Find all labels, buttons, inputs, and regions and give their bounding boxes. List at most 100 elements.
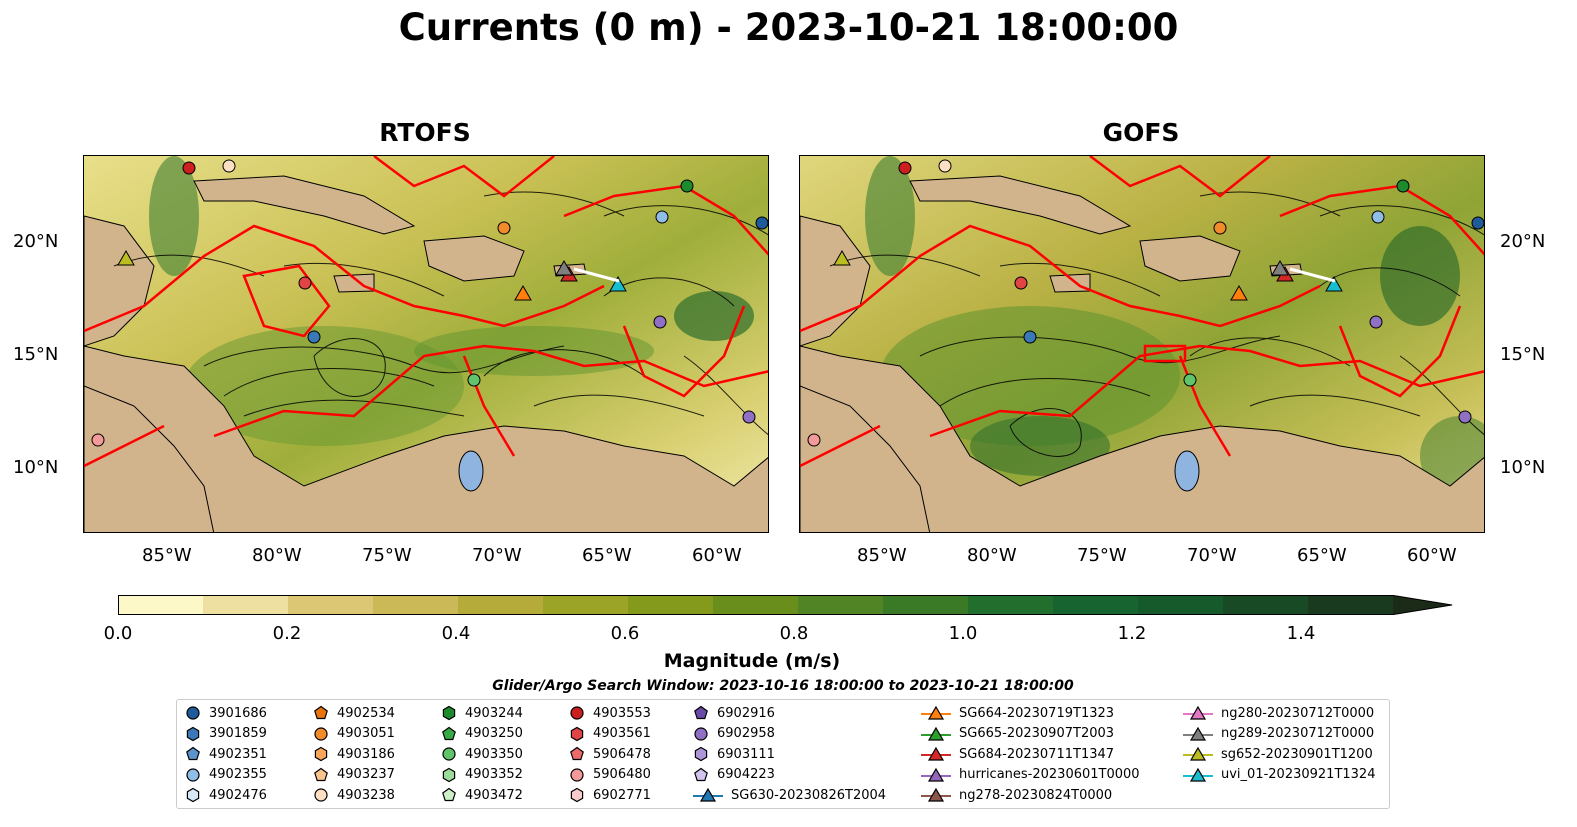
map-rtofs-canvas — [84, 156, 768, 532]
legend-item: 4903350 — [441, 746, 523, 762]
colorbar-tick: 0.2 — [272, 623, 302, 644]
colorbar-tick: 1.4 — [1286, 623, 1316, 644]
legend-item: 4903237 — [313, 767, 395, 783]
legend-label: 6902958 — [717, 726, 775, 741]
legend-item: 4903553 — [569, 705, 651, 721]
pentagon-marker-icon — [314, 767, 328, 781]
legend-item: 4903352 — [441, 767, 523, 783]
pentagon-marker-icon — [314, 705, 328, 720]
legend-item: 4902476 — [185, 787, 267, 803]
legend-label: 4903350 — [465, 746, 523, 762]
lon-label-rtofs: 60°W — [692, 545, 742, 566]
lon-label-rtofs: 85°W — [142, 545, 192, 566]
colorbar-tick: 1.2 — [1117, 623, 1147, 644]
legend-label: 4903352 — [465, 767, 523, 782]
legend-label: 4903561 — [593, 726, 651, 741]
circle-marker-icon — [442, 747, 456, 761]
lon-label-rtofs: 70°W — [472, 545, 522, 566]
legend-label: 4902476 — [209, 787, 267, 803]
lon-label-gofs: 65°W — [1297, 545, 1347, 566]
lon-label-gofs: 75°W — [1077, 545, 1127, 566]
hexagon-marker-icon — [186, 787, 200, 803]
map-panel-gofs[interactable] — [799, 155, 1485, 533]
legend-label: 4902534 — [337, 705, 395, 721]
triangle-marker-icon — [921, 705, 951, 720]
triangle-marker-icon — [921, 767, 951, 782]
map-panel-rtofs[interactable] — [83, 155, 769, 533]
legend-label: 6902771 — [593, 787, 651, 803]
legend-item: 3901859 — [185, 726, 267, 742]
legend-label: SG664-20230719T1323 — [959, 705, 1115, 721]
legend-label: sg652-20230901T1200 — [1221, 746, 1373, 762]
triangle-marker-icon — [693, 787, 723, 802]
map-gofs-canvas — [800, 156, 1484, 532]
circle-marker-icon — [570, 706, 584, 720]
circle-marker-icon — [186, 767, 200, 782]
legend-label: ng278-20230824T0000 — [959, 787, 1113, 803]
legend-item: 6902771 — [569, 787, 651, 803]
legend-item: ng289-20230712T0000 — [1183, 726, 1374, 742]
legend-label: 4903237 — [337, 767, 395, 782]
lon-label-rtofs: 80°W — [252, 545, 302, 566]
legend-label: 5906480 — [593, 767, 651, 782]
legend-item: 6904223 — [693, 767, 775, 783]
triangle-marker-icon — [921, 726, 951, 741]
legend-label: uvi_01-20230921T1324 — [1221, 767, 1376, 782]
legend-item: 4903250 — [441, 726, 523, 742]
triangle-marker-icon — [1183, 746, 1213, 761]
legend-item: SG684-20230711T1347 — [921, 746, 1114, 762]
triangle-marker-icon — [1183, 705, 1213, 720]
lon-label-gofs: 85°W — [857, 545, 907, 566]
hexagon-marker-icon — [314, 746, 328, 762]
colorbar-label: Magnitude (m/s) — [663, 650, 841, 672]
legend-label: 4903472 — [465, 787, 523, 803]
legend-item: 4903244 — [441, 705, 523, 721]
pentagon-marker-icon — [442, 726, 456, 740]
legend-item: uvi_01-20230921T1324 — [1183, 767, 1375, 783]
hexagon-marker-icon — [442, 705, 456, 721]
lat-label-10n-left: 10°N — [13, 457, 59, 478]
legend-item: 4902351 — [185, 746, 267, 762]
legend-label: 4903250 — [465, 726, 523, 741]
circle-marker-icon — [570, 767, 584, 782]
legend-label: 4903051 — [337, 726, 395, 741]
legend-label: 4903244 — [465, 705, 523, 721]
lon-label-gofs: 60°W — [1407, 545, 1457, 566]
legend-item: ng278-20230824T0000 — [921, 787, 1112, 803]
legend-label: ng280-20230712T0000 — [1221, 705, 1375, 721]
hexagon-marker-icon — [186, 726, 200, 741]
colorbar-tick: 1.0 — [948, 623, 978, 644]
circle-marker-icon — [314, 788, 328, 802]
pentagon-marker-icon — [570, 746, 584, 761]
legend-item: SG630-20230826T2004 — [693, 787, 886, 803]
legend-label: 4903238 — [337, 787, 395, 803]
lat-label-15n-left: 15°N — [13, 344, 59, 365]
legend-item: 5906480 — [569, 767, 651, 783]
hexagon-marker-icon — [570, 726, 584, 741]
legend-item: 4903561 — [569, 726, 651, 742]
figure-title: Currents (0 m) - 2023-10-21 18:00:00 — [398, 6, 1179, 49]
pentagon-marker-icon — [186, 746, 200, 761]
legend-item: ng280-20230712T0000 — [1183, 705, 1374, 721]
legend-item: sg652-20230901T1200 — [1183, 746, 1373, 762]
legend-label: ng289-20230712T0000 — [1221, 726, 1375, 741]
legend-title: Glider/Argo Search Window: 2023-10-16 18… — [492, 678, 1074, 694]
legend-item: SG665-20230907T2003 — [921, 726, 1114, 742]
legend-label: 3901859 — [209, 726, 267, 741]
legend-item: 3901686 — [185, 705, 267, 721]
legend-label: SG684-20230711T1347 — [959, 746, 1115, 762]
lat-label-20n-right: 20°N — [1500, 231, 1546, 252]
panel-title-rtofs: RTOFS — [379, 118, 471, 147]
circle-marker-icon — [314, 726, 328, 741]
colorbar — [118, 595, 1453, 615]
legend-item: 5906478 — [569, 746, 651, 762]
legend: 3901686 3901859 4902351 4902355 4902476 49025… — [176, 699, 1390, 809]
pentagon-marker-icon — [694, 705, 708, 720]
circle-marker-icon — [694, 726, 708, 741]
legend-item: hurricanes-20230601T0000 — [921, 767, 1140, 783]
hexagon-marker-icon — [570, 787, 584, 803]
triangle-marker-icon — [921, 746, 951, 761]
lon-label-gofs: 70°W — [1187, 545, 1237, 566]
legend-label: 6904223 — [717, 767, 775, 782]
legend-label: 6902916 — [717, 705, 775, 721]
